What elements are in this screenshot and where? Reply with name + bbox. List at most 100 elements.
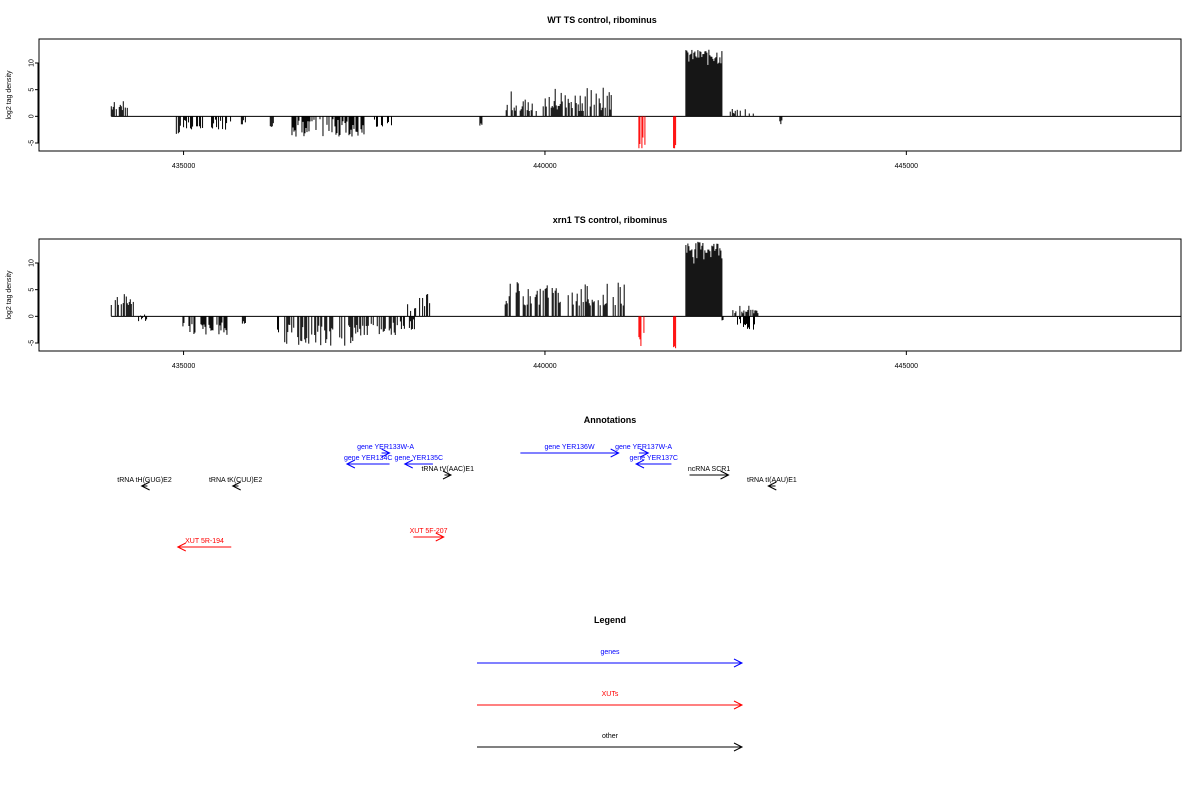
annotation-feature: gene YER135C bbox=[395, 455, 444, 469]
signal-segment bbox=[110, 101, 128, 117]
legend-arrow bbox=[477, 700, 744, 710]
x-axis: 435000 440000 445000 bbox=[172, 350, 918, 370]
annotation-feature: gene YER133W-A bbox=[357, 444, 414, 458]
annotation-feature: gene YER134C bbox=[344, 455, 392, 469]
annotation-feature: tRNA tI(AAU)E1 bbox=[747, 477, 797, 491]
axes: -5 0 5 10 435000 440000 445000 bbox=[29, 59, 919, 170]
y-axis: -5 0 5 10 bbox=[29, 59, 39, 146]
signal-segment bbox=[729, 108, 754, 117]
signal-segment bbox=[373, 116, 392, 127]
x-tick-label: 435000 bbox=[172, 163, 195, 170]
annotation-feature: ncRNA SCR1 bbox=[688, 466, 731, 480]
x-tick-label: 445000 bbox=[895, 363, 918, 370]
annotation-label: ncRNA SCR1 bbox=[688, 466, 731, 473]
annotation-label: gene YER137W-A bbox=[615, 444, 672, 451]
annotation-feature: XUT 5F-207 bbox=[410, 528, 448, 542]
signal-segment bbox=[779, 116, 783, 125]
annotation-label: XUT 5R-194 bbox=[185, 538, 224, 545]
legend-label: other bbox=[602, 733, 619, 740]
signal-segment bbox=[407, 294, 431, 317]
axes: -5 0 5 10 435000 440000 445000 bbox=[29, 259, 919, 370]
signal-segment bbox=[241, 316, 246, 324]
annotation-arrow bbox=[381, 448, 391, 458]
y-tick-label: 10 bbox=[29, 259, 36, 267]
annotation-label: gene YER135C bbox=[395, 455, 444, 462]
legend-entry: genes bbox=[477, 649, 744, 668]
annotation-label: tRNA tH(GUG)E2 bbox=[117, 477, 172, 484]
annotation-feature: gene YER137C bbox=[629, 455, 678, 469]
annotation-label: tRNA tK(CUU)E2 bbox=[209, 477, 262, 484]
y-tick-label: 5 bbox=[29, 88, 36, 92]
y-tick-label: 10 bbox=[29, 59, 36, 67]
x-axis: 435000 440000 445000 bbox=[172, 150, 918, 170]
signal-segment bbox=[182, 316, 228, 335]
y-tick-label: -5 bbox=[29, 340, 36, 346]
plot-frame bbox=[38, 38, 1182, 152]
signal-segment bbox=[685, 241, 723, 317]
legend-arrow bbox=[477, 742, 744, 752]
annotation-label: gene YER137C bbox=[629, 455, 678, 462]
annotation-arrow bbox=[634, 459, 672, 469]
signal-segment bbox=[138, 314, 148, 322]
plot-frame bbox=[38, 238, 1182, 352]
annotation-label: tRNA tV(AAC)E1 bbox=[421, 466, 474, 473]
annotation-arrow bbox=[689, 470, 730, 480]
annotation-arrow bbox=[176, 542, 232, 552]
annotation-feature: tRNA tK(CUU)E2 bbox=[209, 477, 262, 491]
annotation-arrow bbox=[413, 532, 445, 542]
signal-segment bbox=[673, 116, 677, 149]
signal-segment bbox=[277, 316, 280, 333]
annotation-arrow bbox=[767, 481, 777, 491]
legend: Legend genes XUTs other bbox=[477, 615, 744, 752]
x-tick-label: 440000 bbox=[533, 163, 556, 170]
x-tick-label: 440000 bbox=[533, 363, 556, 370]
x-tick-label: 445000 bbox=[895, 163, 918, 170]
signal-segment bbox=[240, 116, 246, 125]
signal-segment bbox=[638, 116, 646, 149]
annotation-arrow bbox=[140, 481, 150, 491]
signal-segment bbox=[183, 116, 232, 130]
signal-segment bbox=[479, 116, 483, 126]
legend-label: genes bbox=[600, 649, 620, 656]
y-tick-label: 5 bbox=[29, 288, 36, 292]
y-axis: -5 0 5 10 bbox=[29, 259, 39, 346]
annotation-arrow bbox=[231, 481, 241, 491]
y-tick-label: 0 bbox=[29, 314, 36, 318]
signal-segment bbox=[110, 294, 134, 317]
y-axis-label: log2 tag density bbox=[6, 270, 13, 320]
y-tick-label: -5 bbox=[29, 140, 36, 146]
signal-segment bbox=[399, 316, 415, 330]
legend-entry: XUTs bbox=[477, 691, 744, 710]
track-wt: WT TS control, ribominus log2 tag densit… bbox=[6, 15, 1182, 170]
annotation-arrow bbox=[345, 459, 390, 469]
legend-label: XUTs bbox=[602, 691, 619, 698]
signal-segment bbox=[673, 316, 677, 349]
signal-marks bbox=[110, 241, 1181, 349]
y-axis-label: log2 tag density bbox=[6, 70, 13, 120]
annotation-arrow bbox=[442, 470, 453, 480]
signal-segment bbox=[291, 116, 365, 137]
annotation-feature: tRNA tH(GUG)E2 bbox=[117, 477, 172, 491]
track-title: xrn1 TS control, ribominus bbox=[553, 215, 668, 225]
y-tick-label: 0 bbox=[29, 114, 36, 118]
annotation-label: gene YER133W-A bbox=[357, 444, 414, 451]
annotation-label: tRNA tI(AAU)E1 bbox=[747, 477, 797, 484]
legend-arrow bbox=[477, 658, 744, 668]
x-tick-label: 435000 bbox=[172, 363, 195, 370]
signal-segment bbox=[175, 116, 181, 134]
legend-entry: other bbox=[477, 733, 744, 752]
annotation-arrow bbox=[520, 448, 620, 458]
annotation-arrow bbox=[638, 448, 650, 458]
signal-segment bbox=[736, 316, 755, 330]
annotations-title: Annotations bbox=[584, 415, 637, 425]
signal-marks bbox=[110, 49, 1181, 149]
annotation-arrow bbox=[403, 459, 433, 469]
signal-segment bbox=[505, 87, 612, 117]
signal-segment bbox=[638, 316, 645, 347]
annotation-feature: XUT 5R-194 bbox=[176, 538, 232, 552]
annotation-feature: gene YER136W bbox=[520, 444, 620, 458]
signal-segment bbox=[284, 316, 364, 346]
signal-segment bbox=[269, 116, 274, 127]
